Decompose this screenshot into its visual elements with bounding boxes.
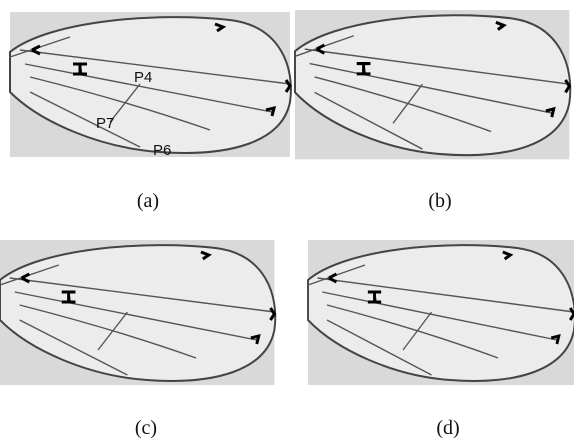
caption: (c) <box>135 417 157 439</box>
panel-b: (b) <box>295 10 570 212</box>
label-p7: P7 <box>96 115 114 132</box>
label-p6: P6 <box>153 142 171 159</box>
caption: (d) <box>436 417 459 439</box>
label-p4: P4 <box>134 69 152 86</box>
panel-a: P4 P7 P6 (a) <box>10 12 291 212</box>
figure: P4 P7 P6 (a) (b) (c) (d) <box>0 0 574 441</box>
caption: (b) <box>428 190 451 212</box>
caption: (a) <box>137 190 159 212</box>
panel-c: (c) <box>0 240 275 439</box>
panel-d: (d) <box>308 240 574 439</box>
